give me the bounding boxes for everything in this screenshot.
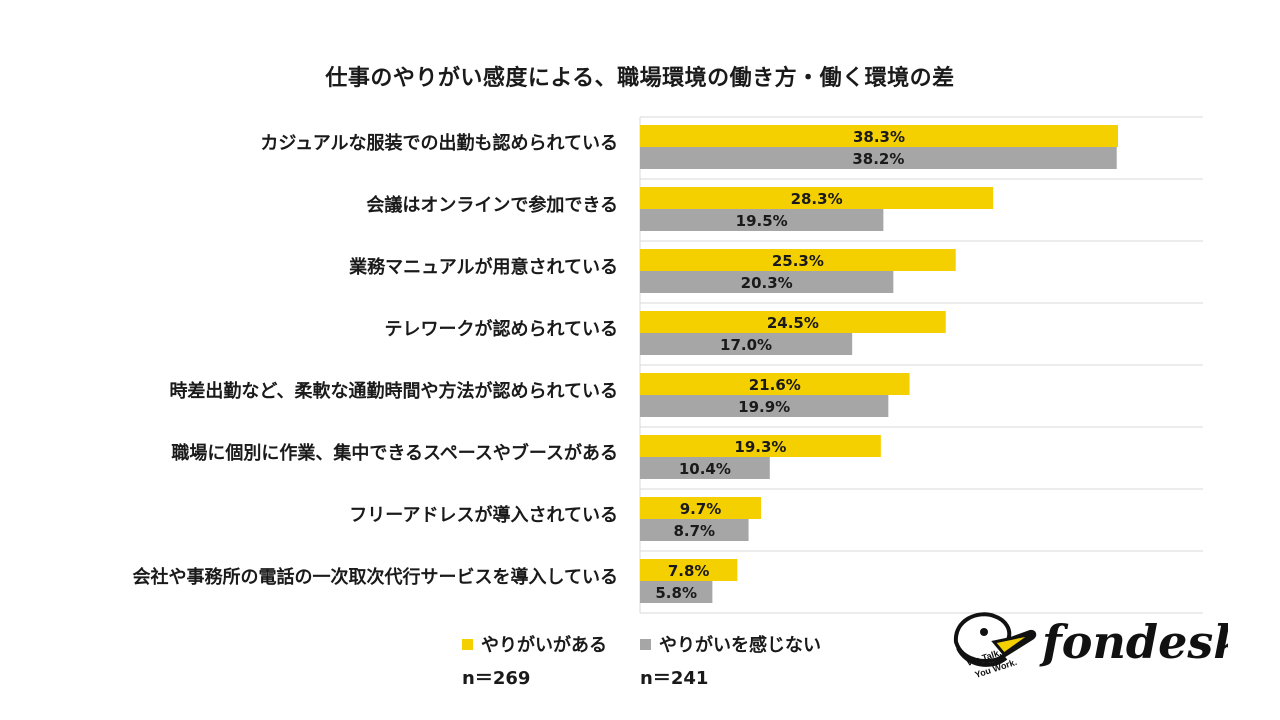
bar-series-1: [640, 125, 1118, 147]
bar-series-2: [640, 395, 889, 417]
data-label-series-2: 19.9%: [738, 398, 790, 416]
data-label-series-2: 8.7%: [673, 522, 715, 540]
bar-series-2: [640, 519, 749, 541]
category-label: 業務マニュアルが用意されている: [348, 256, 618, 278]
logo-wordmark: fondesk: [1039, 615, 1228, 669]
data-label-series-1: 25.3%: [772, 252, 824, 270]
data-label-series-1: 38.3%: [853, 128, 905, 146]
data-label-series-1: 28.3%: [791, 190, 843, 208]
bar-series-2: [640, 457, 770, 479]
bar-series-1: [640, 311, 946, 333]
fondesk-logo: We Talk. You Work. fondesk: [953, 612, 1228, 680]
data-label-series-2: 38.2%: [852, 150, 904, 168]
legend-swatch-series-1: [462, 638, 473, 650]
bar-series-2: [640, 147, 1117, 169]
category-label: 会社や事務所の電話の一次取次代行サービスを導入している: [133, 566, 618, 588]
legend-item-series-2: やりがいを感じない: [640, 632, 821, 656]
legend-label-series-1: やりがいがある: [481, 635, 607, 656]
data-label-series-2: 5.8%: [655, 584, 697, 602]
legend-label-series-2: やりがいを感じない: [659, 635, 821, 656]
bar-series-2: [640, 333, 853, 355]
legend-item-series-1: やりがいがある: [462, 632, 607, 656]
sample-size-series-2: n＝241: [640, 668, 709, 689]
bar-series-1: [640, 435, 881, 457]
data-label-series-2: 10.4%: [679, 460, 731, 478]
chart-title: 仕事のやりがい感度による、職場環境の働き方・働く環境の差: [325, 66, 955, 91]
data-label-series-1: 21.6%: [749, 376, 801, 394]
bar-series-1: [640, 559, 738, 581]
data-label-series-2: 17.0%: [720, 336, 772, 354]
data-label-series-2: 20.3%: [741, 274, 793, 292]
bar-series-1: [640, 187, 994, 209]
category-label: テレワークが認められている: [385, 318, 618, 340]
data-label-series-1: 19.3%: [734, 438, 786, 456]
data-label-series-2: 19.5%: [736, 212, 788, 230]
data-label-series-1: 7.8%: [668, 562, 710, 580]
category-label: フリーアドレスが導入されている: [349, 504, 618, 526]
data-label-series-1: 24.5%: [767, 314, 819, 332]
category-label: カジュアルな服装での出勤も認められている: [260, 132, 618, 154]
category-label: 職場に個別に作業、集中できるスペースやブースがある: [171, 442, 618, 464]
pelican-mascot-icon: [953, 612, 1037, 667]
category-label: 会議はオンラインで参加できる: [366, 194, 618, 216]
data-label-series-1: 9.7%: [680, 500, 722, 518]
bar-series-2: [640, 581, 713, 603]
bar-series-1: [640, 373, 910, 395]
sample-size-series-1: n＝269: [462, 668, 531, 689]
bar-series-2: [640, 209, 884, 231]
category-label: 時差出勤など、柔軟な通勤時間や方法が認められている: [169, 380, 618, 402]
bar-series-2: [640, 271, 894, 293]
bar-series-1: [640, 497, 762, 519]
legend-swatch-series-2: [640, 638, 651, 650]
bar-series-1: [640, 249, 956, 271]
